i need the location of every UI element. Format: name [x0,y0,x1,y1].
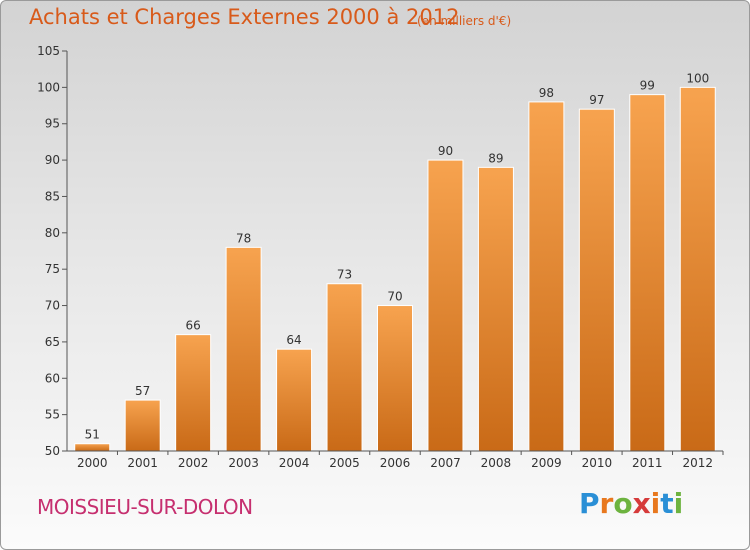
x-tick-label: 2012 [682,456,713,470]
data-label-2002: 66 [186,319,201,333]
bar-2001 [124,399,161,452]
x-tick-label: 2002 [178,456,209,470]
x-tick-label: 2000 [77,456,108,470]
logo-letter: i [673,487,684,520]
bar-2002 [175,334,212,452]
bar-2006 [377,305,413,452]
y-tick-label: 100 [37,80,60,94]
data-label-2005: 73 [337,268,352,282]
x-tick-label: 2009 [531,456,562,470]
data-label-2003: 78 [236,231,251,245]
x-tick-label: 2005 [329,456,360,470]
data-label-2008: 89 [488,151,503,165]
logo-letter: r [599,487,614,520]
x-tick-label: 2008 [481,456,512,470]
x-tick-label: 2011 [632,456,663,470]
data-label-2011: 99 [640,79,655,93]
logo-letter: t [660,487,674,520]
bar-2004 [276,348,313,452]
x-tick-label: 2001 [127,456,158,470]
y-tick-label: 50 [45,444,60,458]
bar-2005 [326,283,363,452]
x-tick-label: 2010 [582,456,613,470]
commune-name: MOISSIEU-SUR-DOLON [37,495,253,519]
bar-2003 [225,246,262,452]
proxiti-logo[interactable]: Proxiti [579,487,683,520]
y-tick-label: 65 [45,335,60,349]
x-tick-label: 2004 [279,456,310,470]
y-tick-label: 105 [37,44,60,58]
y-tick-label: 55 [45,408,60,422]
chart-title: Achats et Charges Externes 2000 à 2012 [29,5,460,29]
y-tick-label: 60 [45,371,60,385]
x-tick-label: 2006 [380,456,411,470]
y-tick-label: 90 [45,153,60,167]
data-label-2001: 57 [135,384,150,398]
logo-letter: P [579,487,600,520]
logo-letter: i [650,487,661,520]
y-tick-label: 95 [45,117,60,131]
data-label-2006: 70 [387,290,402,304]
bar-2009 [528,101,565,452]
chart-subtitle: (en milliers d'€) [417,14,512,28]
data-label-2004: 64 [286,333,301,347]
bar-2012 [679,86,716,452]
y-tick-label: 85 [45,189,60,203]
bar-2000 [74,443,111,452]
logo-letter: x [632,487,651,520]
y-tick-label: 75 [45,262,60,276]
x-tick-label: 2003 [228,456,259,470]
logo-letter: o [613,487,633,520]
data-label-2010: 97 [589,93,604,107]
bar-2007 [427,159,464,452]
data-label-2012: 100 [686,71,709,85]
data-label-2009: 98 [539,86,554,100]
data-label-2000: 51 [85,428,100,442]
bar-2008 [477,166,514,452]
bar-2010 [578,108,615,452]
data-label-2007: 90 [438,144,453,158]
y-tick-label: 70 [45,299,60,313]
y-tick-label: 80 [45,226,60,240]
bar-2011 [629,94,666,452]
x-tick-label: 2007 [430,456,461,470]
